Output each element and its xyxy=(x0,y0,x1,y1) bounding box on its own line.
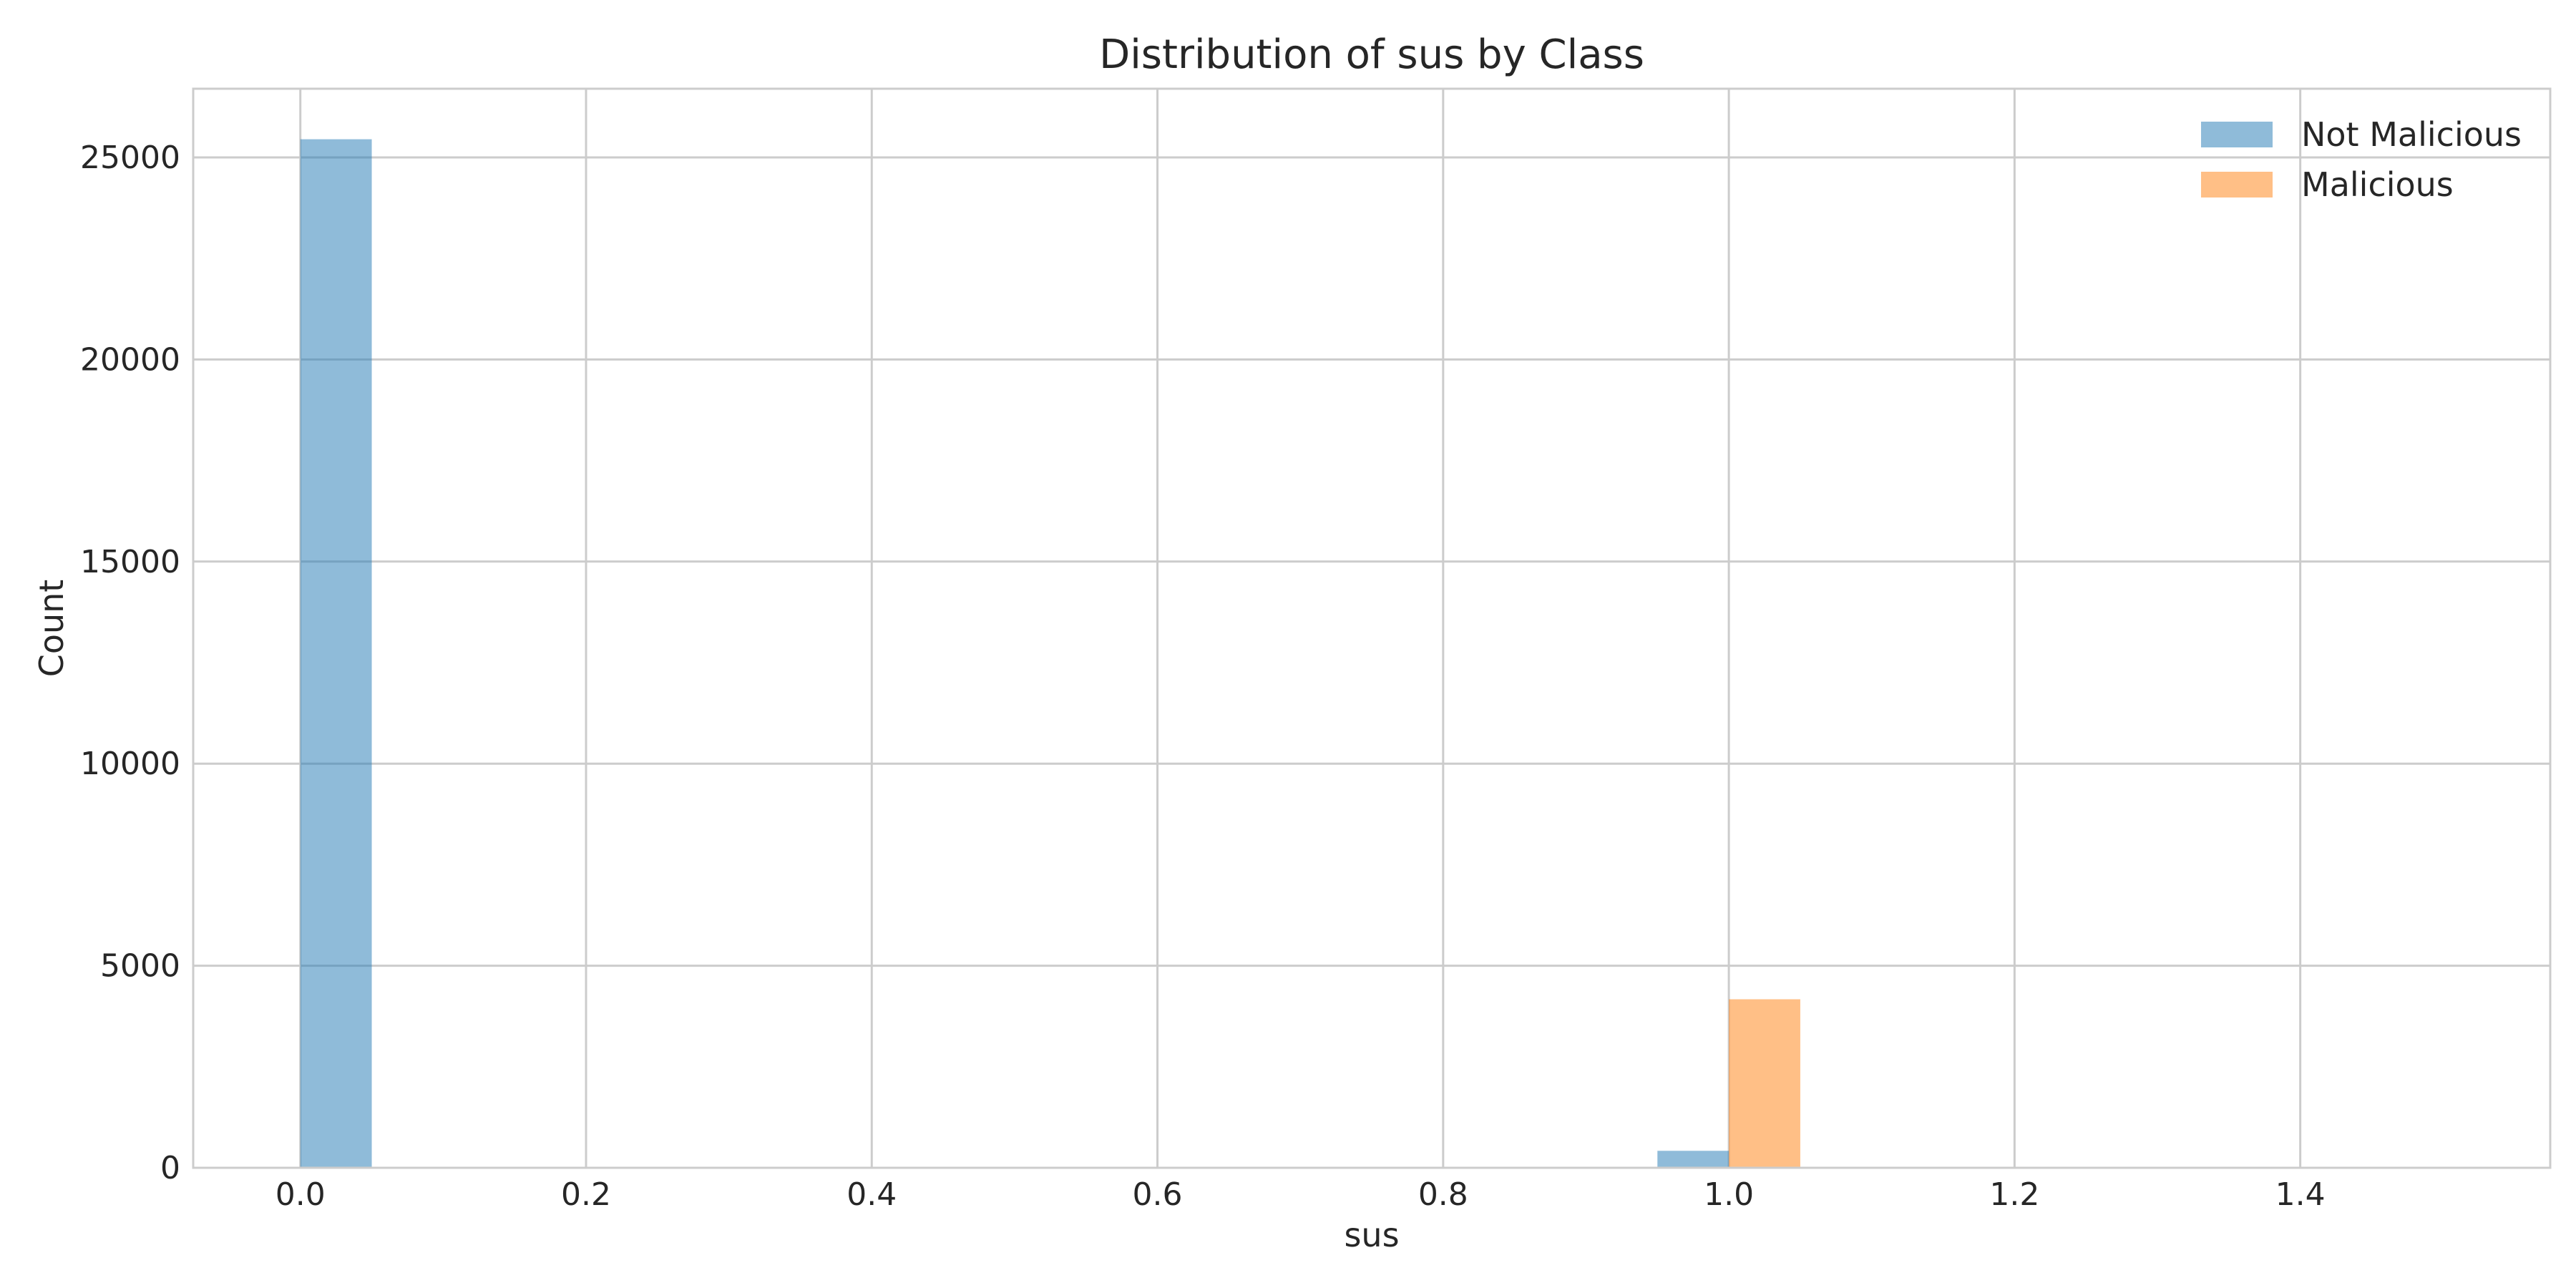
histogram-bar-not-malicious xyxy=(1657,1151,1729,1168)
x-axis-label: sus xyxy=(1344,1216,1399,1254)
x-tick-label: 1.2 xyxy=(1989,1176,2039,1213)
x-tick-label: 0.6 xyxy=(1133,1176,1183,1213)
grid-layer xyxy=(193,89,2550,1169)
x-tick-label: 0.8 xyxy=(1418,1176,1468,1213)
bars-layer xyxy=(300,139,1800,1169)
y-tick-label: 0 xyxy=(160,1150,180,1186)
y-tick-label: 5000 xyxy=(100,948,180,985)
plot-frame xyxy=(192,87,2552,1169)
legend-label: Malicious xyxy=(2301,165,2454,204)
legend: Not Malicious Malicious xyxy=(2201,115,2522,204)
x-tick-label: 1.4 xyxy=(2275,1176,2326,1213)
x-tick-label: 1.0 xyxy=(1704,1176,1754,1213)
y-axis-label: Count xyxy=(32,580,71,678)
histogram-bar-malicious xyxy=(1729,999,1800,1168)
legend-swatch xyxy=(2201,172,2273,197)
y-tick-label: 10000 xyxy=(80,746,180,782)
chart-title: Distribution of sus by Class xyxy=(1099,31,1644,78)
legend-label: Not Malicious xyxy=(2301,115,2522,154)
y-tick-label: 20000 xyxy=(80,341,180,378)
legend-swatch xyxy=(2201,122,2273,147)
y-tick-label: 15000 xyxy=(80,544,180,580)
x-tick-label: 0.2 xyxy=(561,1176,611,1213)
histogram-bar-not-malicious xyxy=(300,139,372,1169)
ticks-layer: 0.0 0.2 0.4 0.6 0.8 1.0 1.2 1.4 0 5000 10000 15000 2… xyxy=(80,140,2326,1213)
y-tick-label: 25000 xyxy=(80,140,180,176)
x-tick-label: 0.4 xyxy=(847,1176,897,1213)
x-tick-label: 0.0 xyxy=(275,1176,326,1213)
